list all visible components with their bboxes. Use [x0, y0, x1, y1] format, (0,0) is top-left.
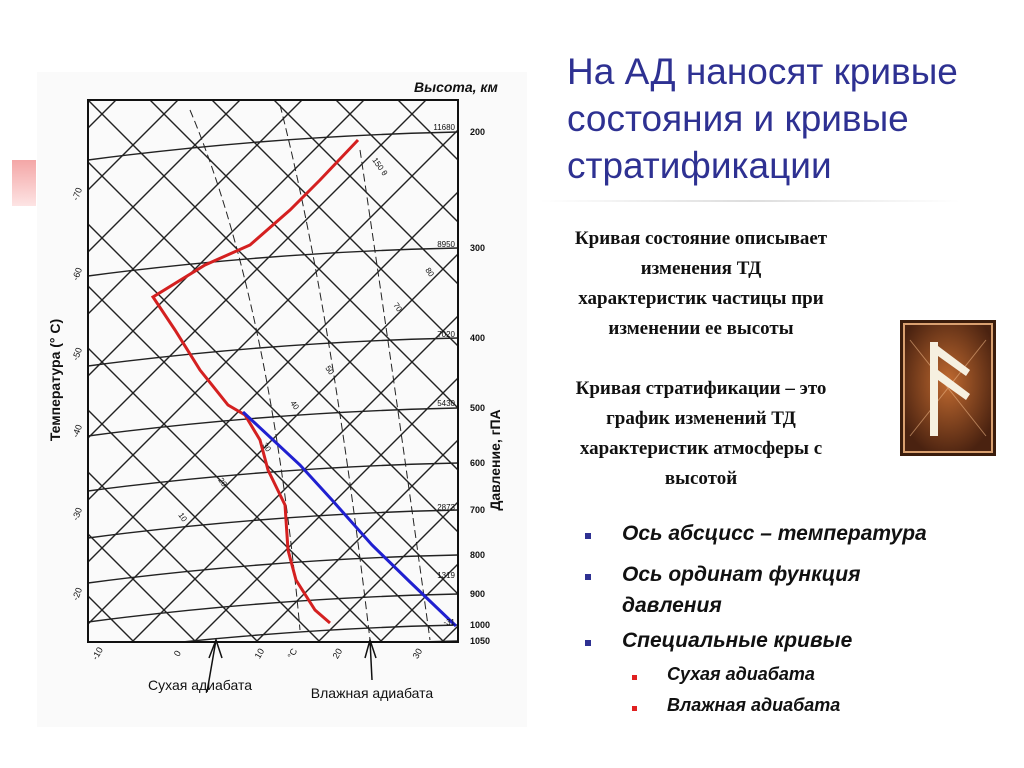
dry-adiabat-line [149, 100, 458, 409]
temperature-tick: 20 [331, 647, 345, 661]
height-tick: 7020 [437, 330, 455, 339]
isobar [88, 407, 458, 437]
stratification-curve [241, 410, 458, 628]
dry-adiabat-line [88, 285, 445, 642]
curve-label: Влажная адиабата [311, 685, 434, 701]
aerological-diagram: Высота, км Температура (° С) Давление, гПА… [0, 72, 527, 727]
frame [87, 99, 459, 643]
title-line: стратификации [567, 145, 832, 186]
curve-label: Сухая адиабата [148, 677, 252, 693]
bullet: Ось ординат функция давления [622, 563, 861, 617]
rune-image [900, 320, 996, 456]
pressure-tick: 1000 [470, 620, 490, 630]
text-line: Кривая стратификации – это [575, 378, 827, 399]
temperature-tick: 10 [253, 647, 267, 661]
isotherm [88, 100, 303, 315]
pressure-tick: 900 [470, 589, 485, 599]
axis-label: Высота, км [414, 79, 499, 95]
axis-label: Давление, гПА [487, 409, 503, 510]
height-tick: 11680 [433, 123, 455, 132]
text-line: характеристик атмосферы с [579, 438, 823, 459]
dry-adiabat-line [88, 223, 458, 595]
sub-bullet: Сухая адиабата [667, 664, 815, 684]
pressure-tick: 800 [470, 550, 485, 560]
temperature-tick: °C [286, 646, 300, 660]
text-line: Кривая состояние описывает [574, 228, 828, 249]
height-tick: 8950 [437, 240, 455, 249]
height-tick: 1319 [437, 571, 455, 580]
text-line: изменении ее высоты [608, 318, 794, 339]
dry-adiabat-line [335, 100, 458, 223]
temperature-tick: -20 [70, 586, 84, 602]
pressure-tick: 500 [470, 403, 485, 413]
pressure-tick: 600 [470, 458, 485, 468]
moist-adiabat-line [279, 104, 371, 641]
isobar [175, 624, 458, 642]
isotherm [88, 100, 179, 191]
isotherm [0, 82, 10, 642]
dry-adiabat-line [88, 100, 458, 471]
isobar [88, 247, 458, 277]
accent [12, 160, 36, 206]
title-line: состояния и кривые [567, 98, 909, 139]
divider [540, 200, 960, 202]
dry-adiabat-line [273, 100, 458, 285]
bullet: Специальные кривые [622, 629, 853, 652]
sub-bullet: Влажная адиабата [667, 695, 841, 715]
isotherm [317, 501, 458, 642]
text-line: график изменений ТД [606, 408, 796, 429]
dry-adiabat-line [88, 471, 259, 642]
pressure-tick: 300 [470, 243, 485, 253]
height-tick: -31 [443, 618, 455, 627]
isobar [88, 131, 458, 161]
pressure-tick: 200 [470, 127, 485, 137]
dry-adiabat-line [88, 409, 321, 642]
isobar [88, 509, 458, 539]
text-line: изменения ТД [640, 258, 762, 279]
text-line: высотой [664, 468, 738, 489]
isotherm [255, 439, 458, 642]
bullet: Ось абсцисс – температура [622, 522, 927, 545]
temperature-tick: 0 [172, 649, 183, 658]
height-tick: 2873 [437, 503, 455, 512]
isobar [88, 554, 458, 584]
dry-adiabat-line [88, 161, 458, 533]
isobar [88, 462, 458, 492]
dry-adiabat-line [211, 100, 458, 347]
paragraph: Кривая состояние описывает изменения ТД … [520, 224, 882, 344]
title: На АД наносят кривые состояния и кривые … [567, 48, 958, 189]
height-tick: 5430 [437, 399, 455, 408]
temperature-tick: -30 [70, 506, 84, 522]
text-line: характеристик частицы при [578, 288, 824, 309]
state-curve [150, 138, 360, 625]
dry-adiabat-line [0, 82, 10, 642]
moist-adiabat-line [189, 109, 301, 631]
isotherm [88, 100, 241, 253]
paragraph: Кривая стратификации – это график измене… [520, 374, 882, 494]
temperature-tick: -60 [70, 266, 84, 282]
isobar [88, 593, 458, 623]
axis-label: Температура (° С) [47, 319, 63, 441]
arrows [206, 637, 377, 693]
temperature-tick: -70 [70, 186, 84, 202]
temperature-tick: 30 [411, 647, 425, 661]
pressure-tick: 700 [470, 505, 485, 515]
dry-adiabat-line [88, 533, 197, 642]
temperature-tick: -50 [70, 346, 84, 362]
pressure-tick: 400 [470, 333, 485, 343]
pressure-tick: 1050 [470, 636, 490, 646]
temperature-tick: -40 [70, 423, 84, 439]
title-line: На АД наносят кривые [567, 51, 958, 92]
isobar [88, 337, 458, 367]
